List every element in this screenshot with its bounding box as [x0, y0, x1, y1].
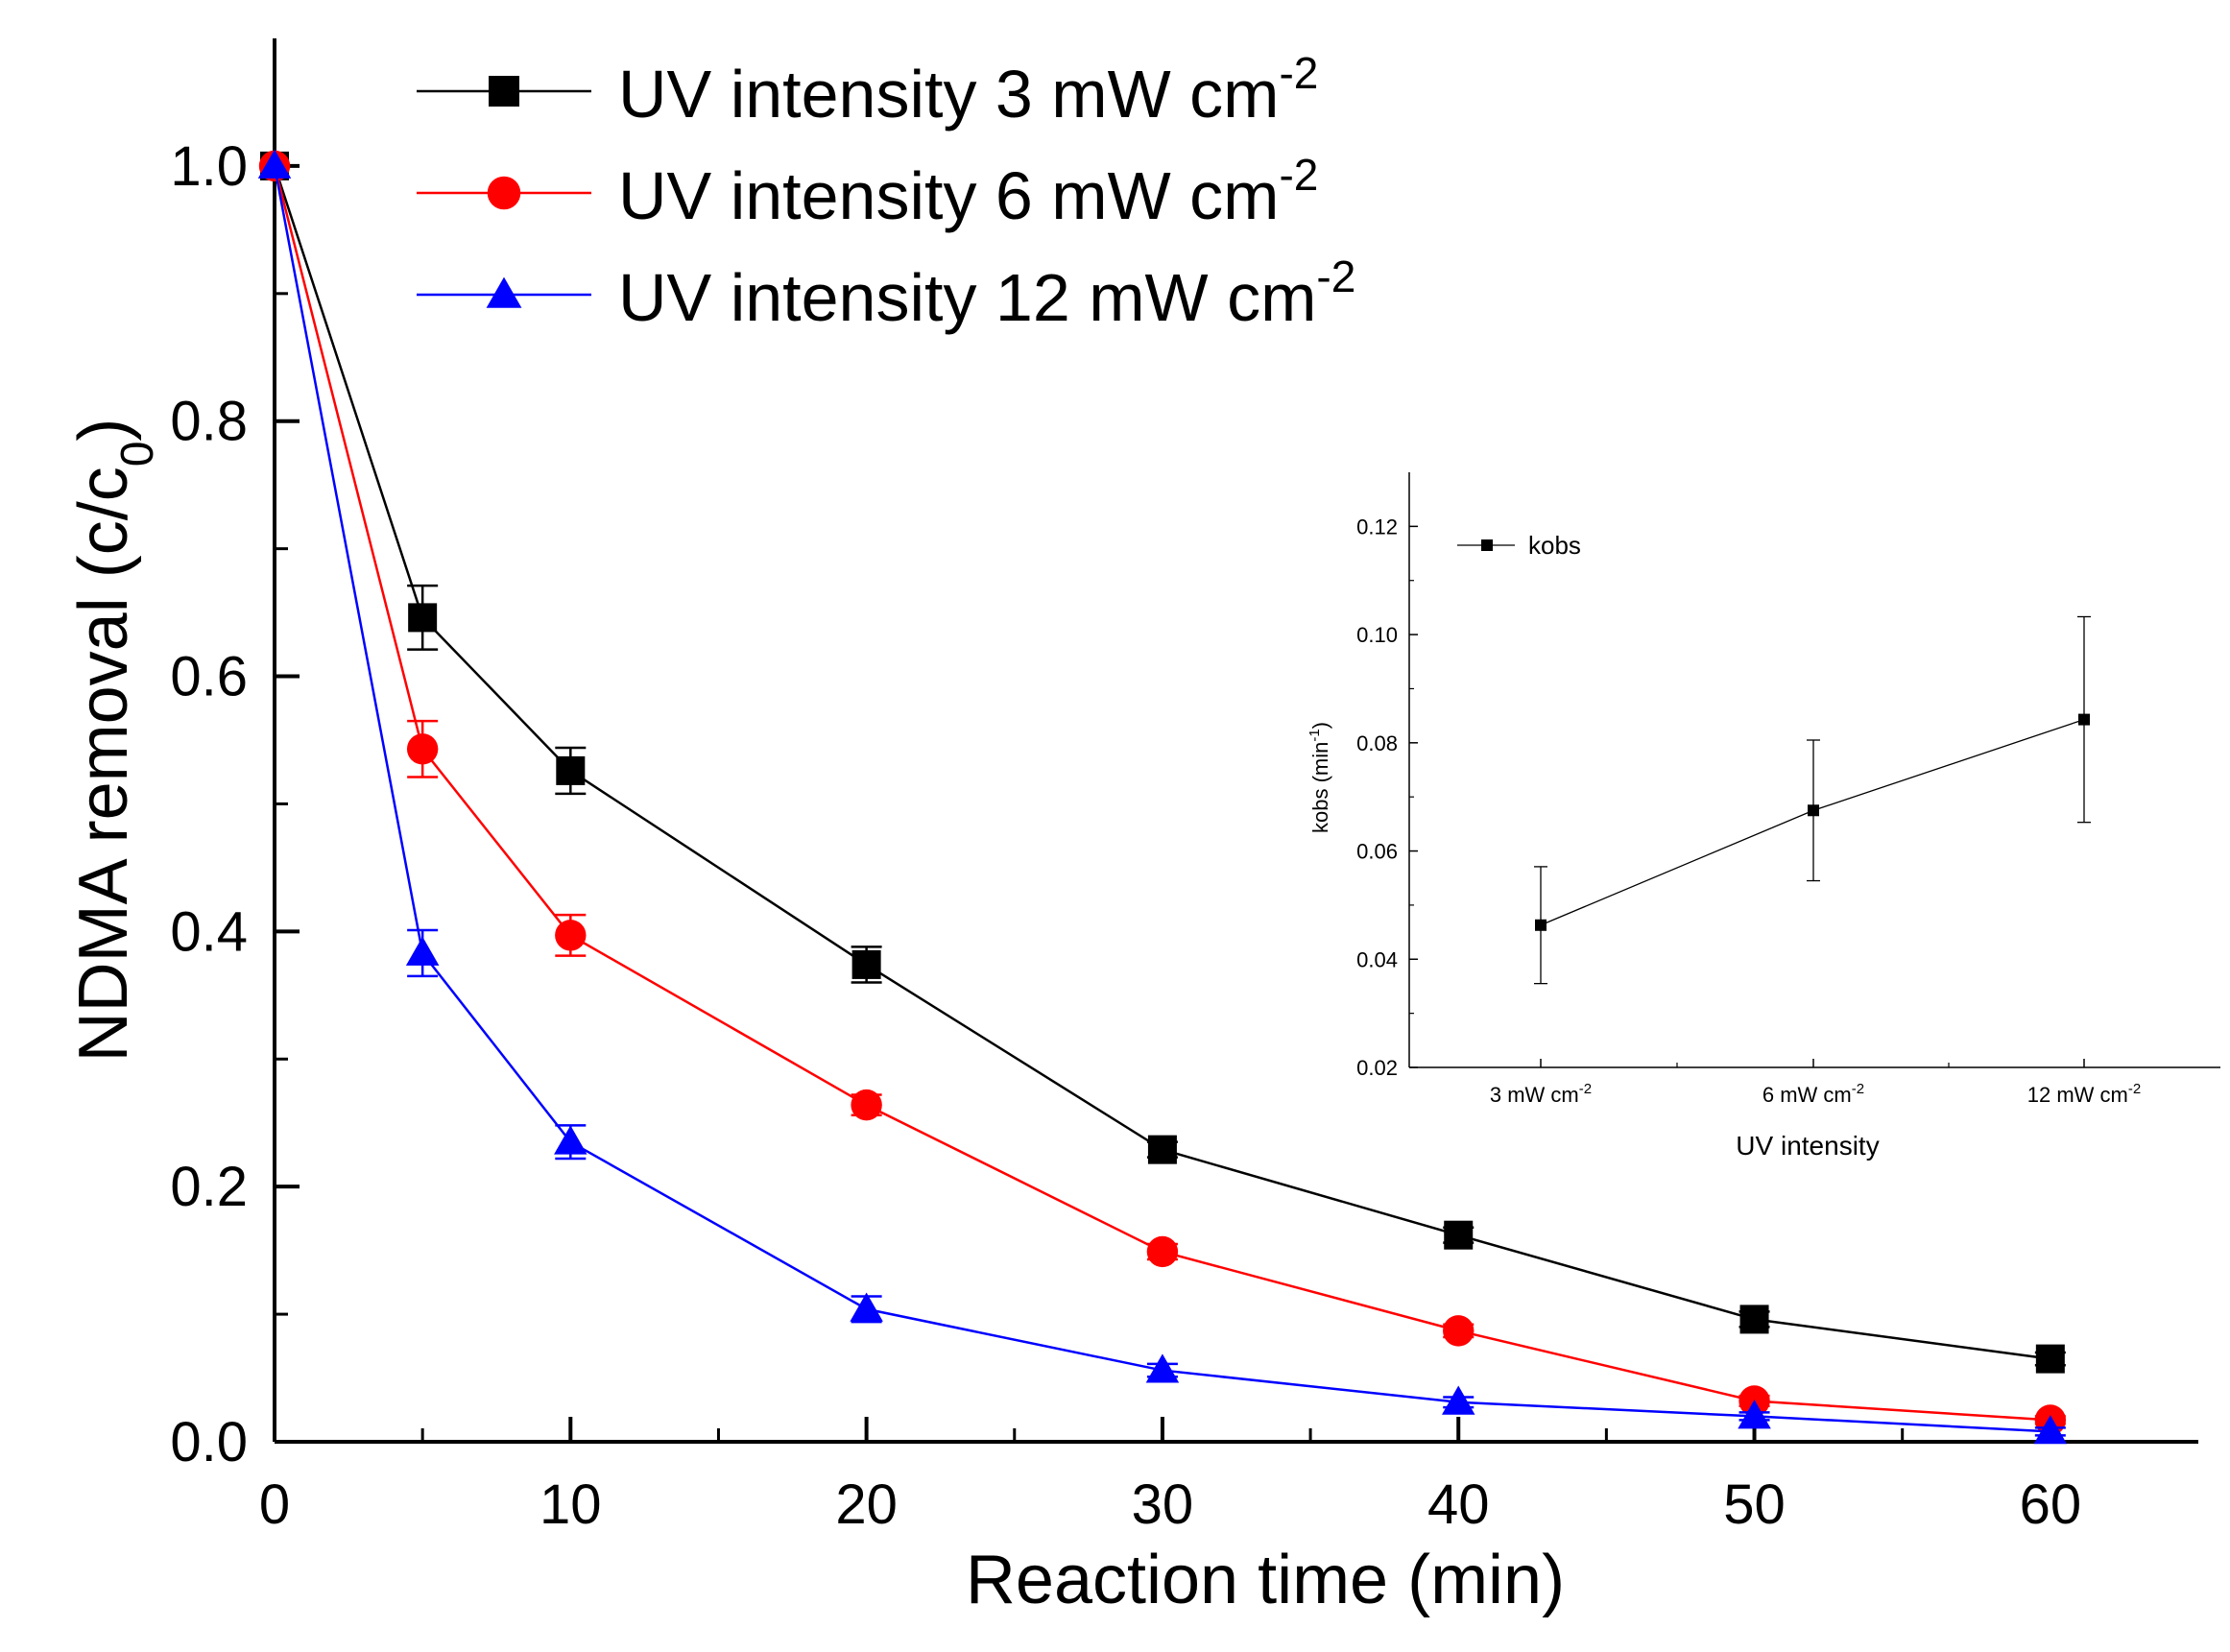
x-tick-label: 0 — [259, 1473, 290, 1536]
inset-y-tick-label: 0.12 — [1356, 515, 1398, 539]
series-2 — [258, 150, 2067, 1436]
data-point — [555, 920, 587, 951]
data-point — [851, 1089, 882, 1121]
data-point — [1444, 1220, 1474, 1250]
legend-marker — [489, 76, 519, 107]
inset-legend-label: kobs — [1528, 531, 1581, 560]
inset-x-tick-label-text: 3 mW cm — [1490, 1083, 1579, 1107]
data-point — [405, 936, 440, 966]
x-tick-label: 40 — [1427, 1473, 1490, 1536]
legend: UV intensity 3 mW cm-2UV intensity 6 mW … — [417, 48, 1355, 335]
data-point — [1443, 1315, 1475, 1347]
data-point — [850, 1292, 883, 1322]
inset-series-line — [1540, 718, 2085, 926]
series-line — [273, 165, 2050, 1422]
y-tick-label: 0.8 — [170, 391, 248, 453]
y-tick-label: 0.4 — [170, 900, 248, 963]
x-tick-label: 30 — [1132, 1473, 1194, 1536]
data-point — [556, 755, 586, 785]
inset-y-tick-label: 0.02 — [1356, 1056, 1398, 1080]
inset-x-tick-label: 3 mW cm-2 — [1490, 1081, 1592, 1107]
inset-x-axis-title: UV intensity — [1736, 1131, 1879, 1161]
legend-marker — [487, 176, 521, 210]
x-tick-label: 20 — [835, 1473, 898, 1536]
inset-y-axis-title-main: kobs (min — [1308, 742, 1332, 833]
legend-label: UV intensity 3 mW cm-2 — [618, 48, 1318, 132]
inset-x-tick-label-sup: -2 — [1852, 1081, 1864, 1097]
inset-x-tick-label: 12 mW cm-2 — [2027, 1081, 2141, 1107]
legend-label: UV intensity 12 mW cm-2 — [618, 251, 1355, 335]
data-point — [554, 1125, 587, 1155]
inset-x-tick-label-sup: -2 — [2128, 1081, 2141, 1097]
data-point — [1145, 1353, 1180, 1383]
data-point — [406, 733, 439, 765]
inset-y-axis-title: kobs (min-1) — [1307, 722, 1332, 833]
inset-x-tick-label-text: 6 mW cm — [1762, 1083, 1852, 1107]
data-point — [851, 949, 881, 979]
data-point — [1738, 1400, 1771, 1429]
inset-y-axis-title-sup: -1 — [1307, 729, 1323, 741]
y-tick-label: 0.2 — [170, 1156, 248, 1218]
legend-label-sup: -2 — [1279, 150, 1318, 200]
data-point — [1441, 1385, 1475, 1415]
legend-label: UV intensity 6 mW cm-2 — [618, 150, 1318, 233]
y-tick-label: 1.0 — [170, 135, 248, 198]
x-axis-title: Reaction time (min) — [966, 1542, 1565, 1618]
inset-y-axis-title-close: ) — [1308, 722, 1332, 729]
inset-plot: 0.020.040.060.080.100.123 mW cm-2 6 mW cm… — [1307, 472, 2220, 1161]
inset-y-tick-label: 0.10 — [1356, 623, 1398, 647]
y-axis-title-sub: 0 — [112, 442, 163, 467]
data-point — [2035, 1344, 2065, 1374]
y-tick-label: 0.6 — [170, 646, 248, 708]
inset-legend: kobs — [1457, 531, 1581, 560]
inset-data-point — [1535, 919, 1547, 931]
legend-label-sup: -2 — [1279, 48, 1318, 98]
inset-x-tick-label: 6 mW cm-2 — [1762, 1081, 1864, 1107]
data-point — [257, 149, 292, 179]
y-axis-title-close: ) — [65, 419, 142, 442]
inset-y-tick-label: 0.04 — [1356, 947, 1398, 971]
data-point — [1147, 1135, 1177, 1164]
inset-x-tick-label-text: 12 mW cm — [2027, 1083, 2128, 1107]
legend-label-text: UV intensity 6 mW cm — [618, 158, 1279, 233]
legend-entry-3: UV intensity 12 mW cm-2 — [417, 251, 1355, 335]
legend-label-text: UV intensity 12 mW cm — [618, 260, 1316, 335]
main-plot: 0 10 20 30 40 50 60 0.0 0.2 0.4 0.6 0.8 1.0 Reaction … — [65, 38, 2198, 1618]
inset-data-point — [1808, 804, 1819, 817]
series-line — [273, 165, 2050, 1433]
legend-entry-1: UV intensity 3 mW cm-2 — [417, 48, 1318, 132]
y-tick-label: 0.0 — [170, 1411, 248, 1473]
series-line — [273, 165, 2051, 1360]
x-tick-label: 60 — [2020, 1473, 2082, 1536]
x-tick-label: 10 — [540, 1473, 602, 1536]
x-tick-label: 50 — [1723, 1473, 1786, 1536]
inset-data-point — [2078, 713, 2090, 726]
data-point — [408, 603, 438, 633]
legend-label-text: UV intensity 3 mW cm — [618, 57, 1279, 132]
data-point — [1146, 1235, 1179, 1268]
inset-y-tick-label: 0.08 — [1356, 731, 1398, 755]
y-axis-title-main: NDMA removal (c/c — [65, 467, 142, 1062]
data-point — [1739, 1305, 1769, 1334]
data-point — [2033, 1415, 2068, 1445]
inset-x-tick-label-sup: -2 — [1579, 1081, 1592, 1097]
legend-marker — [486, 276, 522, 308]
inset-legend-marker — [1481, 539, 1493, 551]
legend-label-sup: -2 — [1316, 251, 1355, 301]
inset-series-kobs — [1534, 615, 2091, 985]
y-axis-title: NDMA removal (c/c0) — [65, 419, 163, 1063]
inset-y-tick-label: 0.06 — [1356, 840, 1398, 864]
legend-entry-2: UV intensity 6 mW cm-2 — [417, 150, 1318, 233]
series-3 — [257, 149, 2068, 1445]
